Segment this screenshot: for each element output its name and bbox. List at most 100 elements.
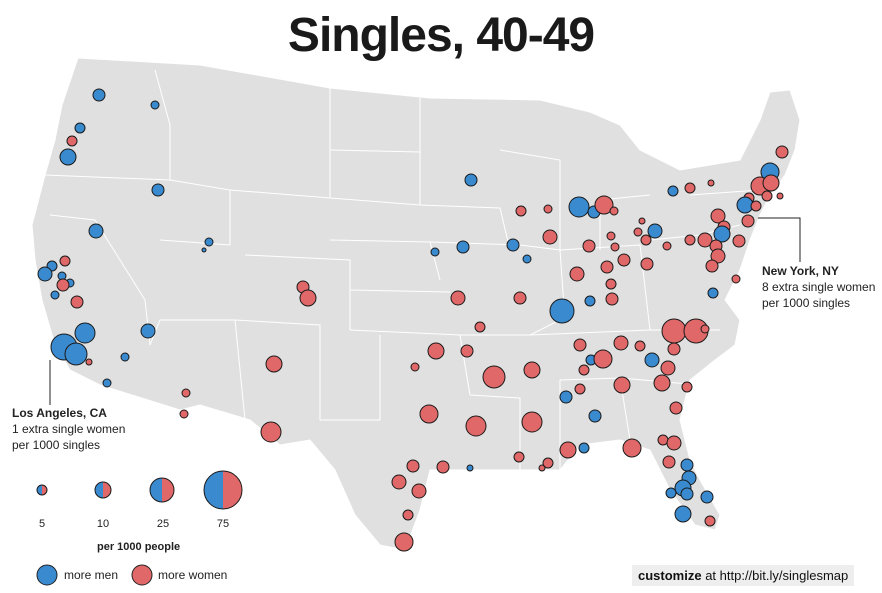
bubble-more-women-42 [542, 229, 558, 245]
bubble-more-women-47 [640, 234, 652, 246]
callout-los-angeles-line2: per 1000 singles [12, 438, 101, 452]
bubble-more-women-134 [704, 515, 716, 527]
bubble-more-women-32 [543, 204, 553, 214]
bubble-more-women-35 [594, 195, 614, 215]
bubble-more-women-120 [538, 464, 546, 472]
bubble-more-men-5 [151, 183, 165, 197]
bubble-more-men-113 [466, 464, 474, 472]
bubble-more-men-128 [680, 458, 694, 472]
bubble-more-women-37 [638, 217, 646, 225]
bubble-more-men-56 [549, 298, 575, 324]
bubble-more-men-111 [588, 409, 602, 423]
bubble-more-men-110 [559, 390, 573, 404]
legend-size-5: 5 [38, 518, 46, 530]
legend-circle-women-half-2 [162, 478, 174, 502]
bubble-more-women-46 [633, 227, 643, 237]
bubble-more-men-2 [74, 122, 86, 134]
bubble-more-women-80 [710, 248, 726, 264]
bubble-more-women-81 [705, 259, 719, 273]
legend-circle-outline-3 [203, 470, 243, 510]
bubble-more-women-107 [419, 404, 439, 424]
bubble-more-women-43 [582, 239, 596, 253]
legend-women-swatch [131, 564, 153, 586]
bubble-more-men-18 [140, 323, 156, 339]
bubble-more-women-112 [513, 451, 525, 463]
bubble-more-women-49 [662, 241, 672, 251]
bubble-more-men-0 [92, 88, 106, 102]
bubble-more-men-48 [647, 223, 663, 239]
legend-unit-label: per 1000 people [97, 541, 181, 553]
bubble-more-women-102 [578, 364, 590, 376]
bubble-more-men-83 [707, 287, 719, 299]
bubble-more-men-135 [680, 487, 694, 501]
bubble-more-men-11 [37, 266, 53, 282]
bubble-more-men-15 [50, 290, 60, 300]
bubble-more-women-66 [775, 145, 789, 159]
bubble-more-women-97 [661, 318, 687, 344]
bubble-more-men-131 [665, 487, 677, 499]
bubble-more-women-62 [707, 179, 715, 187]
legend-circle-men-half-0 [37, 485, 42, 495]
legend-size-10: 10 [96, 518, 110, 530]
bubble-more-women-100 [660, 360, 676, 376]
legend-men-label: more men [64, 568, 119, 582]
bubble-more-women-58 [605, 278, 617, 290]
callout-new-york-line1: 8 extra single women [762, 280, 876, 294]
legend-circle-women-half-0 [42, 485, 47, 495]
bubble-more-men-22 [120, 352, 130, 362]
bubble-more-women-93 [593, 349, 613, 369]
customize-link[interactable]: customize at http://bit.ly/singlesmap [632, 565, 855, 586]
bubble-more-women-118 [402, 509, 414, 521]
bubble-more-women-55 [513, 291, 527, 305]
bubble-more-men-75 [713, 225, 731, 243]
legend-circle-women-half-1 [103, 482, 111, 498]
bubble-more-women-51 [600, 260, 614, 274]
callout-new-york: New York, NY 8 extra single women per 10… [762, 263, 875, 311]
bubble-more-women-114 [436, 460, 450, 474]
bubble-more-women-9 [59, 255, 71, 267]
bubble-more-women-108 [465, 415, 487, 437]
bubble-more-women-122 [559, 441, 577, 459]
bubble-more-women-52 [617, 253, 631, 267]
bubble-more-men-20 [64, 342, 88, 366]
bubble-more-men-4 [59, 148, 77, 166]
bubble-more-women-65 [762, 174, 780, 192]
bubble-more-women-125 [657, 434, 669, 446]
bubble-more-men-33 [568, 196, 590, 218]
bubble-more-women-87 [410, 362, 420, 372]
bubble-more-men-39 [456, 240, 470, 254]
bubble-more-women-101 [653, 374, 671, 392]
bubble-more-men-133 [674, 505, 692, 523]
bubble-more-women-126 [666, 435, 682, 451]
bubble-more-men-8 [201, 247, 207, 253]
legend-circle-men-half-1 [95, 482, 103, 498]
legend-size-25: 25 [156, 518, 170, 530]
legend-circle-women-half-3 [223, 471, 242, 509]
callout-los-angeles-line1: 1 extra single women [12, 422, 126, 436]
bubble-more-women-96 [667, 342, 681, 356]
bubble-more-women-90 [573, 338, 587, 352]
bubble-more-men-60 [667, 185, 679, 197]
bubble-more-men-132 [700, 490, 714, 504]
bubble-more-women-25 [179, 409, 189, 419]
bubble-more-women-115 [406, 459, 420, 473]
legend-women-label: more women [158, 568, 228, 582]
bubble-more-women-61 [684, 182, 696, 194]
bubble-more-women-85 [427, 342, 445, 360]
customize-url: at http://bit.ly/singlesmap [701, 568, 849, 583]
bubble-more-men-95 [644, 352, 660, 368]
bubble-more-women-29 [299, 289, 317, 307]
callout-los-angeles: Los Angeles, CA 1 extra single women per… [12, 405, 125, 453]
bubble-more-women-105 [681, 381, 693, 393]
bubble-more-women-54 [450, 290, 466, 306]
bubble-more-men-30 [464, 173, 478, 187]
bubble-more-women-59 [605, 292, 619, 306]
callout-new-york-line2: per 1000 singles [762, 296, 851, 310]
bubble-more-women-117 [411, 483, 427, 499]
bubble-more-women-16 [70, 295, 84, 309]
us-landmass [31, 57, 801, 551]
bubble-more-men-7 [204, 237, 214, 247]
legend-size-circles [36, 470, 243, 510]
bubble-more-women-79 [684, 234, 696, 246]
